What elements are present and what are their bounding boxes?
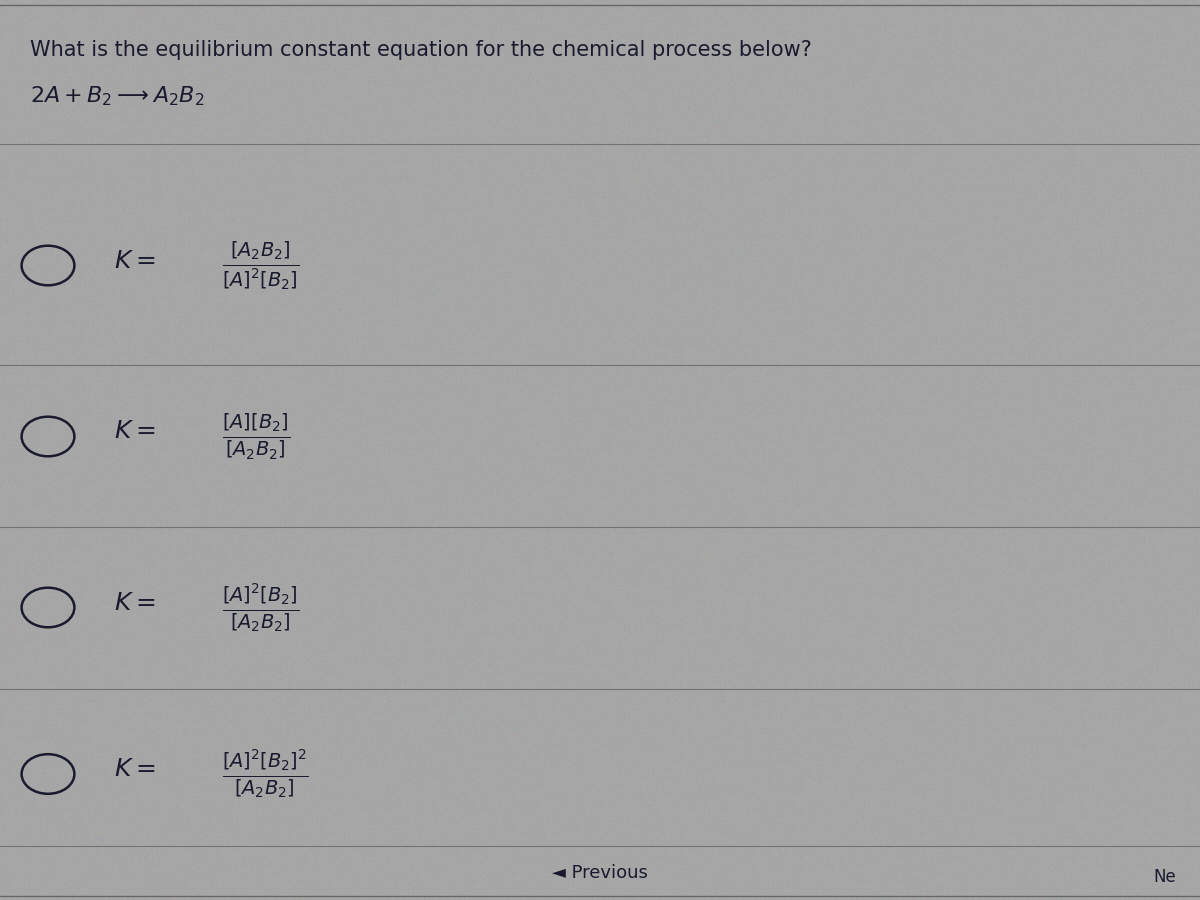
Text: $\mathit{K}=$: $\mathit{K}=$ [114,420,156,444]
Text: $\frac{[A][B_2]}{[A_2B_2]}$: $\frac{[A][B_2]}{[A_2B_2]}$ [222,411,290,462]
Text: $\mathit{K}=$: $\mathit{K}=$ [114,758,156,781]
Text: ◄ Previous: ◄ Previous [552,864,648,882]
Text: $\frac{[A]^2[B_2]}{[A_2B_2]}$: $\frac{[A]^2[B_2]}{[A_2B_2]}$ [222,581,300,634]
Text: Ne: Ne [1153,868,1176,886]
Text: $\mathit{K}=$: $\mathit{K}=$ [114,591,156,615]
Text: $\frac{[A]^2[B_2]^2}{[A_2B_2]}$: $\frac{[A]^2[B_2]^2}{[A_2B_2]}$ [222,748,308,800]
Text: $\frac{[A_2B_2]}{[A]^2[B_2]}$: $\frac{[A_2B_2]}{[A]^2[B_2]}$ [222,239,300,292]
Text: $\mathit{K}=$: $\mathit{K}=$ [114,249,156,273]
Text: What is the equilibrium constant equation for the chemical process below?: What is the equilibrium constant equatio… [30,40,812,59]
Text: $2A + B_2 \longrightarrow A_2B_2$: $2A + B_2 \longrightarrow A_2B_2$ [30,85,204,108]
